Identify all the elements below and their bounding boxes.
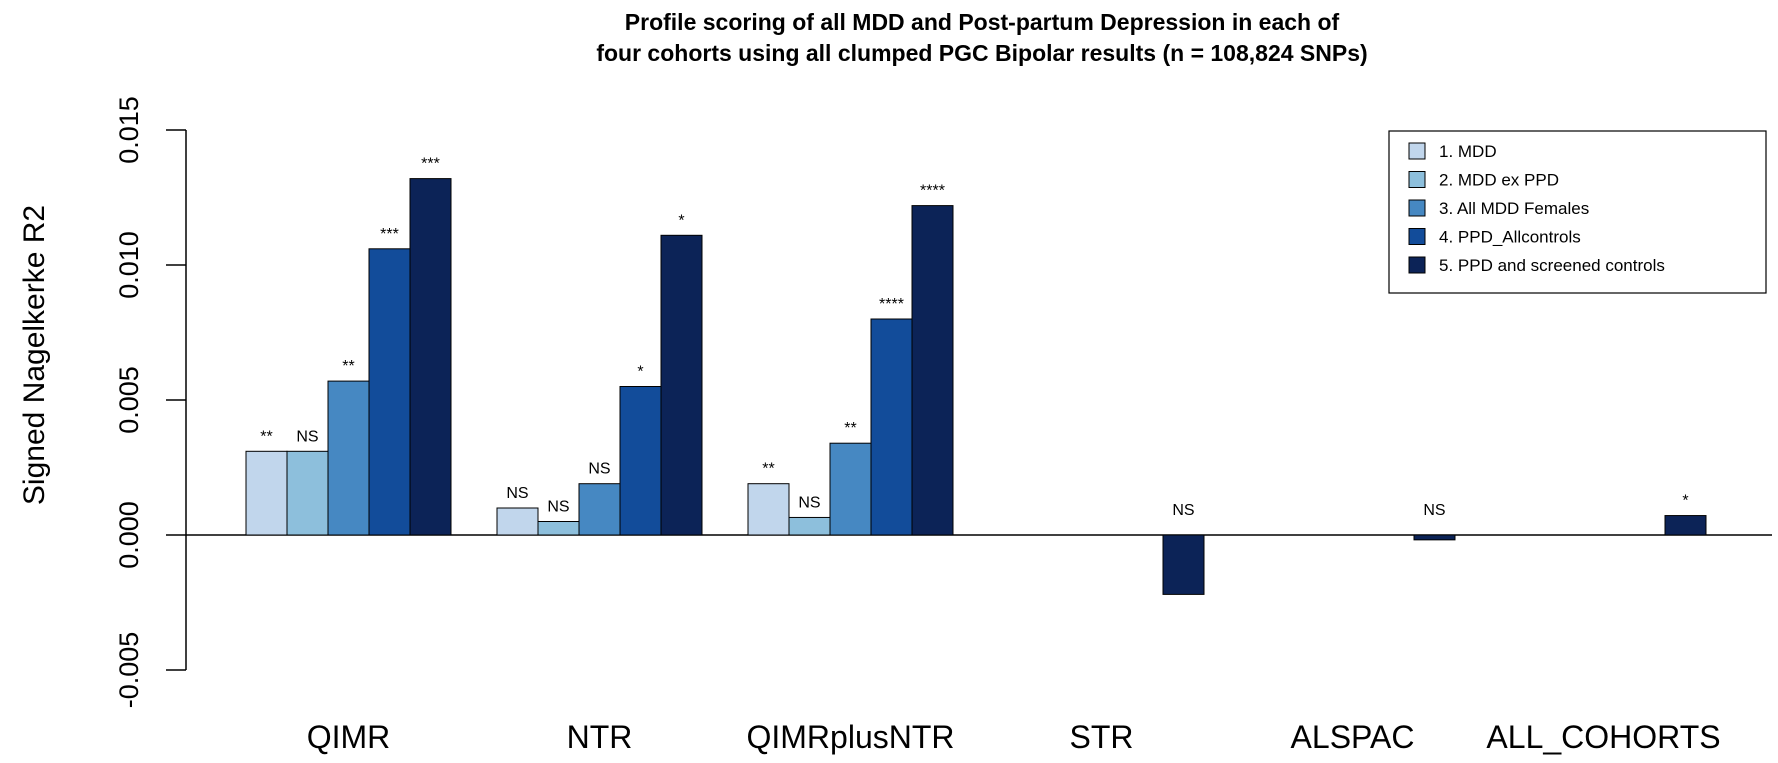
bar-qimrplusntr-series-4 bbox=[870, 318, 913, 536]
significance-label: NS bbox=[1172, 502, 1194, 519]
significance-label: ** bbox=[342, 358, 354, 375]
significance-label: ** bbox=[762, 461, 774, 478]
significance-label: **** bbox=[879, 296, 904, 313]
legend-entry: 4. PPD_Allcontrols bbox=[1439, 228, 1581, 247]
bar-ntr-series-4 bbox=[619, 386, 662, 536]
y-axis-label: Signed Nagelkerke R2 bbox=[18, 205, 51, 505]
bar-ntr-series-2 bbox=[537, 521, 580, 536]
bar-qimr-series-3 bbox=[327, 380, 370, 536]
legend-entry: 3. All MDD Females bbox=[1439, 199, 1589, 218]
significance-label: ** bbox=[260, 428, 272, 445]
significance-label: * bbox=[637, 364, 643, 381]
bar-qimrplusntr-series-1 bbox=[747, 483, 790, 536]
category-label: QIMRplusNTR bbox=[746, 719, 954, 755]
category-label: ALSPAC bbox=[1291, 719, 1415, 755]
bar-qimr-series-1 bbox=[245, 450, 288, 536]
category-label: STR bbox=[1070, 719, 1134, 755]
bar-ntr-series-5 bbox=[660, 234, 703, 536]
legend-entry: 5. PPD and screened controls bbox=[1439, 256, 1665, 275]
y-tick-label: 0.015 bbox=[114, 96, 144, 164]
legend: 1. MDD 2. MDD ex PPD 3. All MDD Females 4. … bbox=[1388, 130, 1767, 294]
bar-all_cohorts-series-5 bbox=[1664, 515, 1707, 536]
y-tick-label: 0.000 bbox=[114, 501, 144, 569]
legend-swatch bbox=[1408, 256, 1426, 274]
bar-alspac-series-5 bbox=[1413, 534, 1456, 541]
bar-qimrplusntr-series-3 bbox=[829, 442, 872, 536]
legend-entry: 1. MDD bbox=[1439, 142, 1497, 161]
legend-entry: 2. MDD ex PPD bbox=[1439, 171, 1559, 190]
significance-label: * bbox=[1682, 493, 1688, 510]
category-label: QIMR bbox=[307, 719, 391, 755]
chart-title: Profile scoring of all MDD and Post-part… bbox=[596, 9, 1367, 66]
significance-label: NS bbox=[1423, 502, 1445, 519]
bar-qimr-series-4 bbox=[368, 248, 411, 536]
significance-label: NS bbox=[588, 461, 610, 478]
bars-group bbox=[245, 178, 1707, 595]
category-label: NTR bbox=[567, 719, 633, 755]
significance-label: *** bbox=[421, 156, 440, 173]
y-tick-label: -0.005 bbox=[114, 632, 144, 709]
significance-label: **** bbox=[920, 183, 945, 200]
significance-label: NS bbox=[547, 499, 569, 516]
legend-box bbox=[1388, 130, 1767, 294]
bar-ntr-series-3 bbox=[578, 483, 621, 536]
legend-swatch bbox=[1408, 228, 1426, 245]
category-labels: QIMR NTR QIMRplusNTR STR ALSPAC ALL_COHORTS bbox=[307, 719, 1721, 755]
bar-ntr-series-1 bbox=[496, 507, 539, 536]
legend-swatch bbox=[1408, 199, 1426, 217]
y-axis: -0.005 0.000 0.005 0.010 0.015 bbox=[114, 96, 187, 709]
significance-label: NS bbox=[296, 428, 318, 445]
bar-qimr-series-5 bbox=[409, 178, 452, 536]
significance-label: *** bbox=[380, 226, 399, 243]
significance-label: ** bbox=[844, 420, 856, 437]
y-tick-label: 0.005 bbox=[114, 366, 144, 434]
y-tick-label: 0.010 bbox=[114, 231, 144, 299]
category-label: ALL_COHORTS bbox=[1486, 719, 1720, 755]
legend-swatch bbox=[1408, 171, 1426, 188]
bar-qimrplusntr-series-5 bbox=[911, 205, 954, 536]
bar-qimrplusntr-series-2 bbox=[788, 516, 831, 536]
chart-title-line-2: four cohorts using all clumped PGC Bipol… bbox=[596, 40, 1367, 66]
significance-label: NS bbox=[506, 485, 528, 502]
chart-title-line-1: Profile scoring of all MDD and Post-part… bbox=[625, 9, 1340, 35]
bar-str-series-5 bbox=[1162, 534, 1205, 595]
legend-swatch bbox=[1408, 142, 1426, 160]
significance-label: NS bbox=[798, 494, 820, 511]
significance-label: * bbox=[678, 212, 684, 229]
bar-qimr-series-2 bbox=[286, 450, 329, 536]
